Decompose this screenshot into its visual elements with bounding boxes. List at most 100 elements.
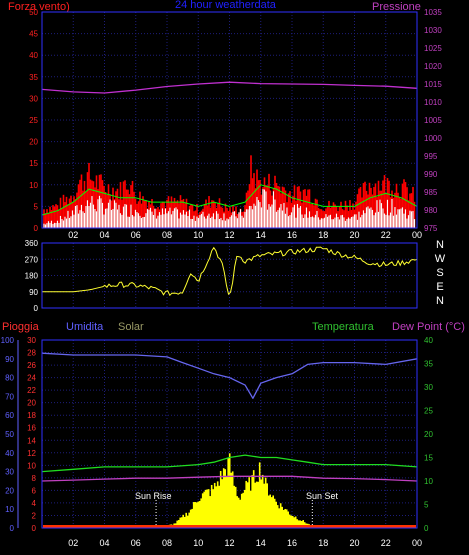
compass-label: N bbox=[436, 295, 444, 307]
humidity-tick: 30 bbox=[5, 468, 14, 477]
humidity-tick: 10 bbox=[5, 505, 14, 514]
pressure-tick: 1025 bbox=[424, 44, 442, 53]
rain-tick: 24 bbox=[27, 374, 36, 383]
pressure-tick: 985 bbox=[424, 188, 438, 197]
wind-speed-tick: 20 bbox=[29, 138, 38, 147]
humidity-tick: 90 bbox=[5, 355, 14, 364]
wind-hour-tick: 20 bbox=[349, 230, 359, 240]
wind-hour-tick: 22 bbox=[381, 230, 391, 240]
rain-bar bbox=[43, 525, 416, 528]
pressure-tick: 1000 bbox=[424, 134, 442, 143]
wind-hour-tick: 06 bbox=[131, 230, 141, 240]
pressure-tick: 980 bbox=[424, 206, 438, 215]
chart-marks: 0510152025303540455097598098599099510001… bbox=[1, 8, 446, 548]
wind-hour-tick: 12 bbox=[224, 230, 234, 240]
pressure-tick: 975 bbox=[424, 224, 438, 233]
sunset-annotation: Sun Set bbox=[306, 491, 339, 501]
wind-axis-title: Forza vento) bbox=[8, 1, 70, 13]
climate-hour-tick: 16 bbox=[287, 538, 297, 548]
rain-tick: 26 bbox=[27, 361, 36, 370]
wind-hour-tick: 18 bbox=[318, 230, 328, 240]
direction-tick: 270 bbox=[25, 255, 39, 264]
rain-tick: 2 bbox=[32, 511, 37, 520]
humidity-tick: 80 bbox=[5, 374, 14, 383]
compass-label: E bbox=[436, 281, 443, 293]
wind-hour-tick: 10 bbox=[193, 230, 203, 240]
wind-speed-tick: 45 bbox=[29, 30, 38, 39]
wind-hour-tick: 00 bbox=[412, 230, 422, 240]
dew-point-axis-title: Dew Point (°C) bbox=[392, 321, 465, 333]
climate-hour-tick: 18 bbox=[318, 538, 328, 548]
compass-label: S bbox=[436, 267, 443, 279]
wind-speed-tick: 40 bbox=[29, 51, 38, 60]
sunrise-annotation: Sun Rise bbox=[135, 491, 172, 501]
direction-panel-frame bbox=[41, 242, 418, 309]
rain-tick: 20 bbox=[27, 399, 36, 408]
rain-tick: 18 bbox=[27, 411, 36, 420]
temperature-axis-title: Temperatura bbox=[312, 321, 375, 333]
temperature-tick: 5 bbox=[424, 501, 429, 510]
pressure-tick: 1005 bbox=[424, 116, 442, 125]
humidity-tick: 40 bbox=[5, 449, 14, 458]
wind-direction-line bbox=[42, 246, 418, 297]
rain-tick: 14 bbox=[27, 436, 36, 445]
pressure-tick: 995 bbox=[424, 152, 438, 161]
wind-speed-tick: 35 bbox=[29, 73, 38, 82]
rain-tick: 4 bbox=[32, 499, 37, 508]
climate-hour-tick: 08 bbox=[162, 538, 172, 548]
wind-avg-line bbox=[41, 184, 418, 216]
dew-point-line bbox=[41, 475, 418, 482]
rain-tick: 8 bbox=[32, 474, 37, 483]
pressure-tick: 1020 bbox=[424, 62, 442, 71]
rain-tick: 16 bbox=[27, 424, 36, 433]
solar-label: Solar bbox=[118, 321, 144, 333]
rain-tick: 22 bbox=[27, 386, 36, 395]
climate-hour-tick: 10 bbox=[193, 538, 203, 548]
humidity-tick: 50 bbox=[5, 430, 14, 439]
rain-tick: 12 bbox=[27, 449, 36, 458]
wind-hour-tick: 04 bbox=[99, 230, 109, 240]
rain-tick: 28 bbox=[27, 349, 36, 358]
humidity-tick: 0 bbox=[10, 524, 15, 533]
wind-speed-tick: 50 bbox=[29, 8, 38, 17]
climate-hour-tick: 14 bbox=[256, 538, 266, 548]
temperature-line bbox=[41, 454, 418, 473]
rain-tick: 10 bbox=[27, 461, 36, 470]
compass-label: N bbox=[436, 239, 444, 251]
temperature-tick: 35 bbox=[424, 360, 433, 369]
wind-speed-tick: 15 bbox=[29, 159, 38, 168]
chart-date-title: 24 hour weatherdata bbox=[175, 0, 277, 11]
climate-hour-tick: 22 bbox=[381, 538, 391, 548]
rain-tick: 30 bbox=[27, 336, 36, 345]
wind-hour-tick: 16 bbox=[287, 230, 297, 240]
direction-tick: 0 bbox=[34, 304, 39, 313]
humidity-tick: 100 bbox=[1, 336, 15, 345]
temperature-tick: 30 bbox=[424, 383, 433, 392]
pressure-tick: 1010 bbox=[424, 98, 442, 107]
humidity-axis-title: Umidita bbox=[66, 321, 104, 333]
pressure-tick: 1015 bbox=[424, 80, 442, 89]
climate-hour-tick: 06 bbox=[131, 538, 141, 548]
wind-speed-tick: 10 bbox=[29, 181, 38, 190]
temperature-tick: 40 bbox=[424, 336, 433, 345]
rain-tick: 6 bbox=[32, 486, 37, 495]
humidity-tick: 70 bbox=[5, 392, 14, 401]
wind-hour-tick: 08 bbox=[162, 230, 172, 240]
wind-speed-tick: 5 bbox=[34, 202, 39, 211]
climate-hour-tick: 00 bbox=[412, 538, 422, 548]
climate-hour-tick: 04 bbox=[99, 538, 109, 548]
pressure-tick: 1035 bbox=[424, 8, 442, 17]
humidity-tick: 20 bbox=[5, 486, 14, 495]
climate-hour-tick: 02 bbox=[68, 538, 78, 548]
rain-axis-title: Pioggia bbox=[2, 321, 40, 333]
temperature-tick: 0 bbox=[424, 524, 429, 533]
pressure-line bbox=[41, 81, 418, 94]
temperature-tick: 10 bbox=[424, 477, 433, 486]
wind-hour-tick: 14 bbox=[256, 230, 266, 240]
direction-tick: 360 bbox=[25, 239, 39, 248]
pressure-tick: 990 bbox=[424, 170, 438, 179]
pressure-axis-title: Pressione bbox=[372, 1, 421, 13]
wind-speed-tick: 25 bbox=[29, 116, 38, 125]
direction-tick: 180 bbox=[25, 272, 39, 281]
